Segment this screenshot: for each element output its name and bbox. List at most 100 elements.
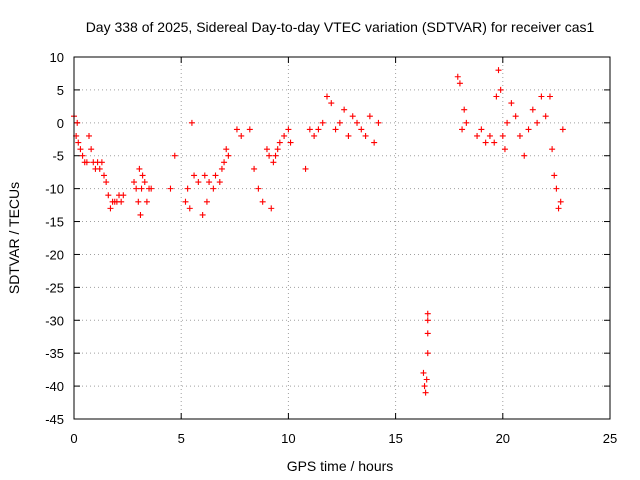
plot-frame bbox=[73, 56, 611, 420]
data-point bbox=[497, 86, 504, 93]
data-point bbox=[499, 132, 506, 139]
data-point bbox=[546, 93, 553, 100]
data-point bbox=[538, 93, 545, 100]
data-point bbox=[136, 165, 143, 172]
data-point bbox=[424, 317, 431, 324]
data-point bbox=[474, 132, 481, 139]
data-point bbox=[268, 205, 275, 212]
data-point bbox=[107, 205, 114, 212]
data-point bbox=[516, 132, 523, 139]
data-point bbox=[143, 198, 150, 205]
x-tick-label: 5 bbox=[178, 431, 185, 446]
data-point bbox=[131, 179, 138, 186]
data-point bbox=[171, 152, 178, 159]
data-point bbox=[459, 126, 466, 133]
y-tick-label: -30 bbox=[45, 313, 64, 328]
data-point bbox=[86, 132, 93, 139]
data-point bbox=[276, 139, 283, 146]
data-point bbox=[315, 126, 322, 133]
y-tick-label: 5 bbox=[57, 83, 64, 98]
data-point bbox=[238, 132, 245, 139]
y-tick-label: -10 bbox=[45, 182, 64, 197]
data-point bbox=[319, 119, 326, 126]
data-point bbox=[138, 185, 145, 192]
data-point bbox=[195, 179, 202, 186]
data-point bbox=[218, 165, 225, 172]
data-point bbox=[456, 80, 463, 87]
y-tick-label: -45 bbox=[45, 412, 64, 427]
data-point bbox=[422, 389, 429, 396]
data-point bbox=[534, 119, 541, 126]
data-point bbox=[362, 132, 369, 139]
data-point bbox=[551, 172, 558, 179]
data-point bbox=[139, 172, 146, 179]
data-points bbox=[71, 67, 566, 396]
data-point bbox=[323, 93, 330, 100]
data-point bbox=[508, 100, 515, 107]
data-point bbox=[148, 185, 155, 192]
data-point bbox=[302, 165, 309, 172]
data-point bbox=[557, 198, 564, 205]
data-point bbox=[83, 159, 90, 166]
data-point bbox=[182, 198, 189, 205]
data-point bbox=[246, 126, 253, 133]
data-point bbox=[133, 185, 140, 192]
data-point bbox=[555, 205, 562, 212]
data-point bbox=[285, 126, 292, 133]
y-tick-label: -20 bbox=[45, 247, 64, 262]
data-point bbox=[504, 119, 511, 126]
data-point bbox=[328, 100, 335, 107]
data-point bbox=[212, 172, 219, 179]
data-point bbox=[203, 198, 210, 205]
data-point bbox=[559, 126, 566, 133]
data-point bbox=[135, 198, 142, 205]
data-point bbox=[88, 146, 95, 153]
data-point bbox=[251, 165, 258, 172]
data-point bbox=[341, 106, 348, 113]
data-point bbox=[306, 126, 313, 133]
data-point bbox=[521, 152, 528, 159]
data-point bbox=[529, 106, 536, 113]
data-point bbox=[96, 165, 103, 172]
data-point bbox=[512, 113, 519, 120]
data-point bbox=[79, 152, 86, 159]
data-point bbox=[118, 198, 125, 205]
data-point bbox=[421, 383, 428, 390]
data-point bbox=[311, 132, 318, 139]
data-point bbox=[210, 185, 217, 192]
chart-title: Day 338 of 2025, Sidereal Day-to-day VTE… bbox=[86, 19, 595, 35]
data-point bbox=[206, 179, 213, 186]
y-axis-label: SDTVAR / TECUs bbox=[6, 182, 22, 294]
data-point bbox=[98, 159, 105, 166]
data-point bbox=[463, 119, 470, 126]
data-point bbox=[103, 179, 110, 186]
data-point bbox=[358, 126, 365, 133]
data-point bbox=[542, 113, 549, 120]
data-point bbox=[259, 198, 266, 205]
data-point bbox=[120, 192, 127, 199]
data-point bbox=[486, 132, 493, 139]
data-point bbox=[225, 152, 232, 159]
data-point bbox=[223, 146, 230, 153]
x-axis-label: GPS time / hours bbox=[287, 458, 394, 474]
data-point bbox=[216, 179, 223, 186]
data-point bbox=[221, 159, 228, 166]
data-point bbox=[491, 139, 498, 146]
data-point bbox=[263, 146, 270, 153]
grid-lines bbox=[74, 57, 610, 419]
x-tick-label: 15 bbox=[388, 431, 402, 446]
y-tick-label: 0 bbox=[57, 116, 64, 131]
data-point bbox=[423, 376, 430, 383]
data-point bbox=[424, 330, 431, 337]
data-point bbox=[101, 172, 108, 179]
x-tick-label: 10 bbox=[281, 431, 295, 446]
data-point bbox=[366, 113, 373, 120]
y-tick-label: -5 bbox=[52, 149, 64, 164]
data-point bbox=[424, 350, 431, 357]
data-point bbox=[201, 172, 208, 179]
data-point bbox=[266, 152, 273, 159]
data-point bbox=[75, 139, 82, 146]
y-tick-label: -40 bbox=[45, 379, 64, 394]
data-point bbox=[375, 119, 382, 126]
